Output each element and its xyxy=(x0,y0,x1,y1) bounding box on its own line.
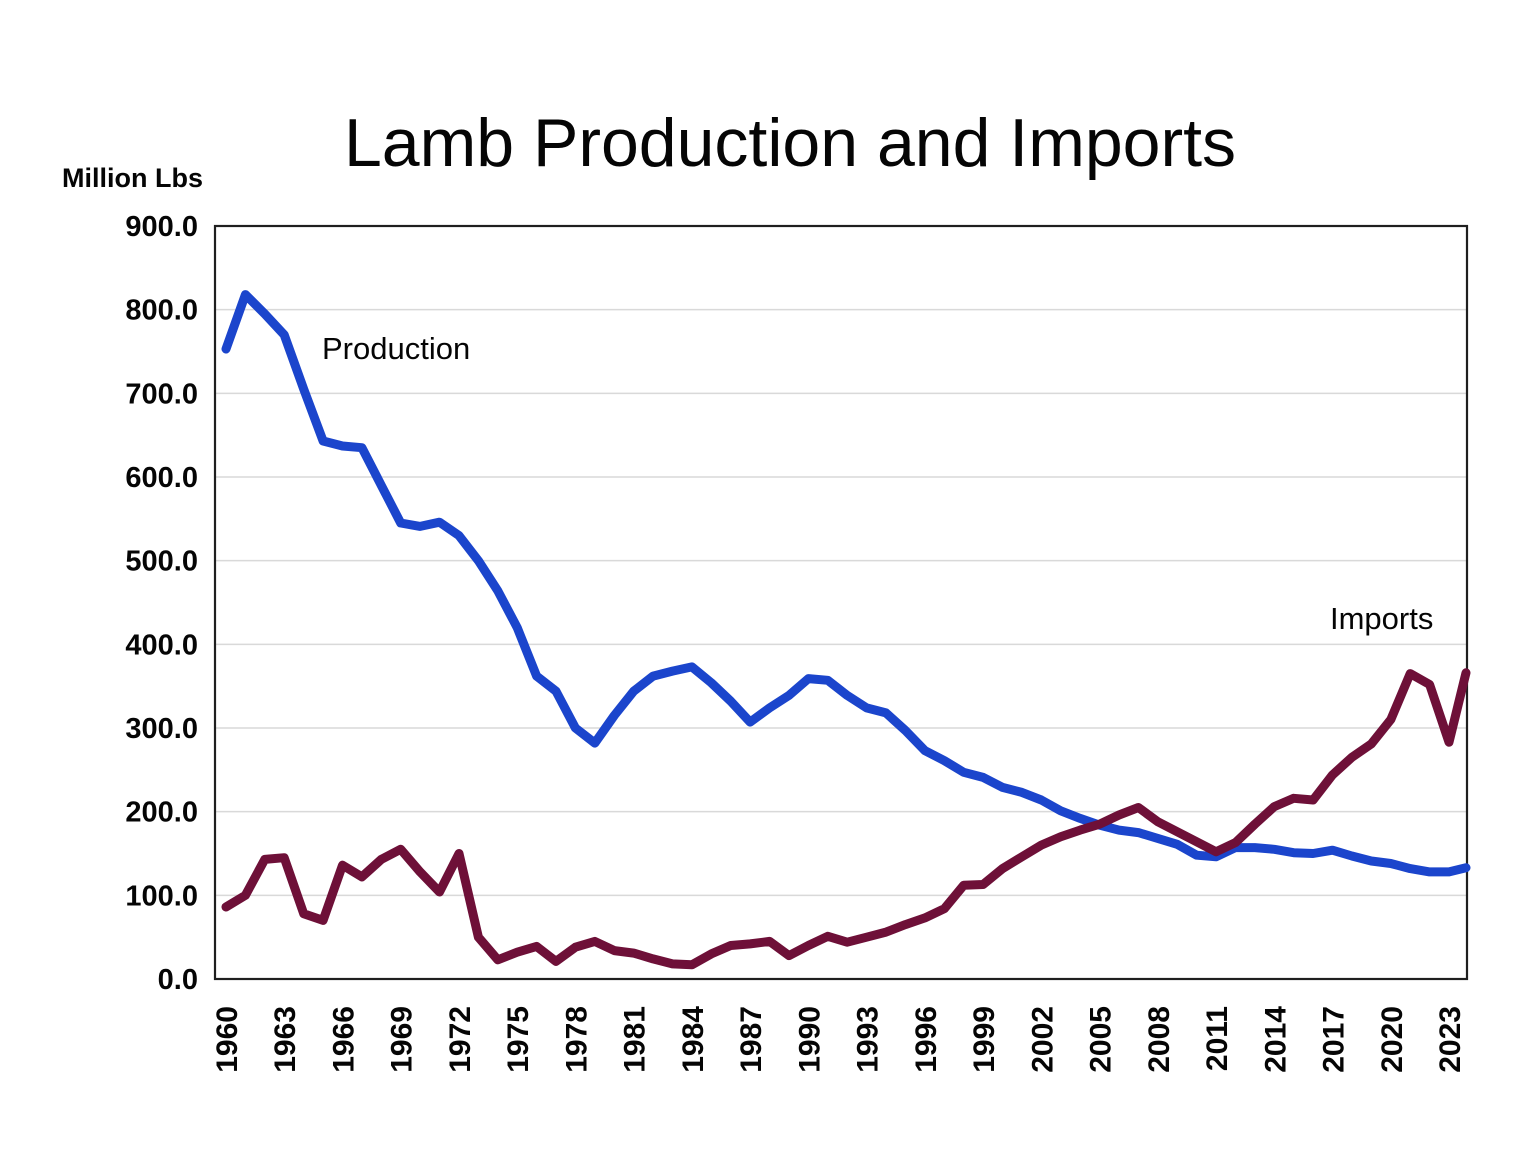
x-tick-label: 1987 xyxy=(735,1006,768,1073)
x-tick-label: 2002 xyxy=(1026,1006,1059,1073)
y-axis-unit-label: Million Lbs xyxy=(62,163,203,193)
x-tick-label: 1978 xyxy=(560,1006,593,1073)
y-tick-label: 300.0 xyxy=(125,713,198,745)
x-tick-label: 2023 xyxy=(1434,1006,1467,1073)
y-tick-label: 500.0 xyxy=(125,546,198,578)
y-tick-label: 900.0 xyxy=(125,211,198,243)
chart-line-imports xyxy=(221,668,1471,970)
x-tick-label: 1960 xyxy=(211,1006,244,1073)
y-tick-label: 200.0 xyxy=(125,797,198,829)
x-tick-label: 1975 xyxy=(502,1006,535,1073)
imports-series-label: Imports xyxy=(1330,601,1434,636)
y-tick-label: 700.0 xyxy=(125,378,198,410)
y-tick-label: 400.0 xyxy=(125,629,198,661)
x-tick-label: 1993 xyxy=(852,1006,885,1073)
x-tick-label: 2008 xyxy=(1143,1006,1176,1073)
x-tick-label: 1990 xyxy=(793,1006,826,1073)
x-tick-label: 1996 xyxy=(910,1006,943,1073)
x-tick-label: 1966 xyxy=(327,1006,360,1073)
x-tick-label: 1981 xyxy=(619,1006,652,1073)
x-tick-label: 2020 xyxy=(1376,1006,1409,1073)
x-tick-label: 2005 xyxy=(1085,1006,1118,1073)
y-tick-label: 0.0 xyxy=(158,964,198,996)
x-tick-label: 1984 xyxy=(677,1006,710,1073)
y-tick-label: 600.0 xyxy=(125,462,198,494)
x-tick-label: 1963 xyxy=(269,1006,302,1073)
plot-border xyxy=(213,224,1469,981)
y-tick-label: 800.0 xyxy=(125,295,198,327)
production-series-label: Production xyxy=(322,331,471,366)
y-tick-label: 100.0 xyxy=(125,880,198,912)
x-tick-label: 2017 xyxy=(1318,1006,1351,1073)
chart-line-production xyxy=(221,290,1471,877)
chart-title: Lamb Production and Imports xyxy=(343,105,1237,181)
x-tick-label: 2014 xyxy=(1259,1006,1292,1073)
x-tick-label: 1972 xyxy=(444,1006,477,1073)
x-tick-label: 2011 xyxy=(1201,1006,1234,1071)
x-tick-label: 1969 xyxy=(386,1006,419,1073)
x-tick-label: 1999 xyxy=(968,1006,1001,1073)
